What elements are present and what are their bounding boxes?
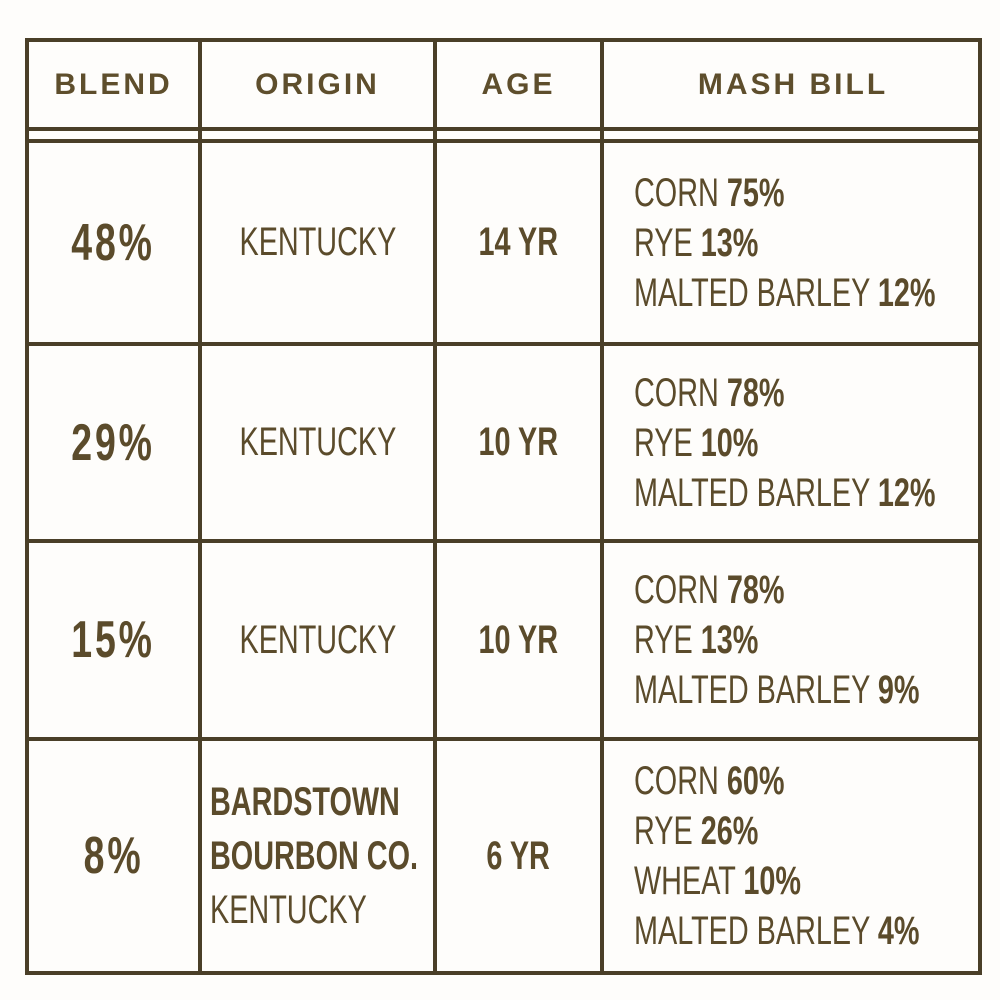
blend-percent: 48% — [71, 213, 156, 272]
header-age: AGE — [481, 67, 556, 101]
grain-percent: 12% — [877, 470, 936, 515]
blend-cell: 15% — [29, 543, 198, 737]
grain-percent: 60% — [726, 759, 785, 803]
mash-bill-item: MALTED BARLEY 12% — [634, 468, 1000, 518]
blend-percent: 29% — [71, 413, 156, 472]
blend-percent: 15% — [71, 611, 156, 669]
mash-bill-item: CORN 75% — [634, 168, 1000, 218]
origin-state: KENTUCKY — [239, 220, 396, 264]
mash-bill-cell: CORN 60% RYE 26% WHEAT 10% MALTED BARLEY 4% — [604, 741, 982, 971]
age-cell: 6 YR — [437, 741, 600, 971]
header-blend: BLEND — [54, 67, 173, 101]
grain-percent: 10% — [700, 420, 759, 465]
age-cell: 10 YR — [437, 346, 600, 539]
header-origin: ORIGIN — [255, 67, 380, 101]
mash-bill-item: CORN 78% — [634, 368, 1000, 418]
mash-bill-list: CORN 75% RYE 13% MALTED BARLEY 12% — [634, 168, 1000, 318]
grain-name: CORN — [634, 170, 719, 215]
grain-name: CORN — [634, 370, 719, 415]
mash-bill-item: CORN 78% — [634, 565, 1000, 615]
grain-percent: 4% — [877, 909, 920, 953]
mash-bill-item: CORN 60% — [634, 756, 1000, 806]
age-cell: 14 YR — [437, 143, 600, 342]
age-value: 10 YR — [478, 617, 559, 662]
grain-name: MALTED BARLEY — [634, 909, 870, 953]
column-divider — [198, 42, 202, 971]
origin-cell: KENTUCKY — [202, 543, 433, 737]
mash-bill-cell: CORN 75% RYE 13% MALTED BARLEY 12% — [604, 143, 982, 342]
blend-percent: 8% — [83, 827, 144, 885]
mash-bill-cell: CORN 78% RYE 10% MALTED BARLEY 12% — [604, 346, 982, 539]
mash-bill-item: RYE 26% — [634, 806, 1000, 856]
grain-percent: 10% — [743, 859, 801, 903]
grain-percent: 12% — [877, 270, 936, 315]
grain-name: MALTED BARLEY — [634, 270, 870, 315]
grain-percent: 13% — [700, 618, 759, 662]
mash-bill-list: CORN 78% RYE 13% MALTED BARLEY 9% — [634, 565, 1000, 715]
mash-bill-item: MALTED BARLEY 9% — [634, 665, 1000, 715]
column-divider — [600, 42, 604, 971]
age-value: 14 YR — [478, 220, 559, 264]
mash-bill-item: RYE 10% — [634, 418, 1000, 468]
grain-name: MALTED BARLEY — [634, 668, 870, 712]
mash-bill-item: WHEAT 10% — [634, 856, 1000, 906]
origin-state: KENTUCKY — [239, 420, 396, 464]
grain-name: RYE — [634, 618, 693, 662]
origin-producer: BOURBON CO. — [210, 834, 419, 878]
origin-lines: BARDSTOWN BOURBON CO. KENTUCKY — [210, 775, 499, 937]
age-cell: 10 YR — [437, 543, 600, 737]
grain-name: RYE — [634, 220, 693, 265]
mash-bill-item: MALTED BARLEY 12% — [634, 268, 1000, 318]
grain-name: RYE — [634, 809, 693, 853]
header-mash-bill: MASH BILL — [697, 67, 889, 101]
header-divider — [29, 127, 978, 131]
origin-state: KENTUCKY — [239, 617, 396, 662]
grain-name: CORN — [634, 759, 719, 803]
origin-cell: KENTUCKY — [202, 346, 433, 539]
mash-bill-list: CORN 60% RYE 26% WHEAT 10% MALTED BARLEY 4% — [634, 756, 1000, 956]
grain-percent: 13% — [700, 220, 759, 265]
mash-bill-item: MALTED BARLEY 4% — [634, 906, 1000, 956]
header-divider — [29, 139, 978, 143]
origin-state: KENTUCKY — [210, 888, 367, 932]
grain-name: MALTED BARLEY — [634, 470, 870, 515]
row-divider — [29, 539, 978, 543]
mash-bill-item: RYE 13% — [634, 218, 1000, 268]
grain-percent: 78% — [726, 568, 785, 612]
mash-bill-cell: CORN 78% RYE 13% MALTED BARLEY 9% — [604, 543, 982, 737]
grain-percent: 26% — [700, 809, 759, 853]
origin-cell: BARDSTOWN BOURBON CO. KENTUCKY — [202, 741, 433, 971]
blend-table: BLEND ORIGIN AGE MASH BILL 48% KENTUCKY 14… — [25, 38, 982, 975]
row-divider — [29, 737, 978, 741]
grain-percent: 78% — [726, 370, 785, 415]
blend-cell: 29% — [29, 346, 198, 539]
column-divider — [433, 42, 437, 971]
blend-cell: 48% — [29, 143, 198, 342]
age-value: 6 YR — [486, 833, 551, 878]
mash-bill-list: CORN 78% RYE 10% MALTED BARLEY 12% — [634, 368, 1000, 518]
grain-name: CORN — [634, 568, 719, 612]
origin-cell: KENTUCKY — [202, 143, 433, 342]
age-value: 10 YR — [478, 420, 559, 464]
row-divider — [29, 342, 978, 346]
grain-percent: 9% — [877, 668, 920, 712]
grain-name: RYE — [634, 420, 693, 465]
grain-name: WHEAT — [634, 859, 736, 903]
blend-cell: 8% — [29, 741, 198, 971]
origin-producer: BARDSTOWN — [210, 780, 400, 824]
grain-percent: 75% — [726, 170, 785, 215]
mash-bill-item: RYE 13% — [634, 615, 1000, 665]
